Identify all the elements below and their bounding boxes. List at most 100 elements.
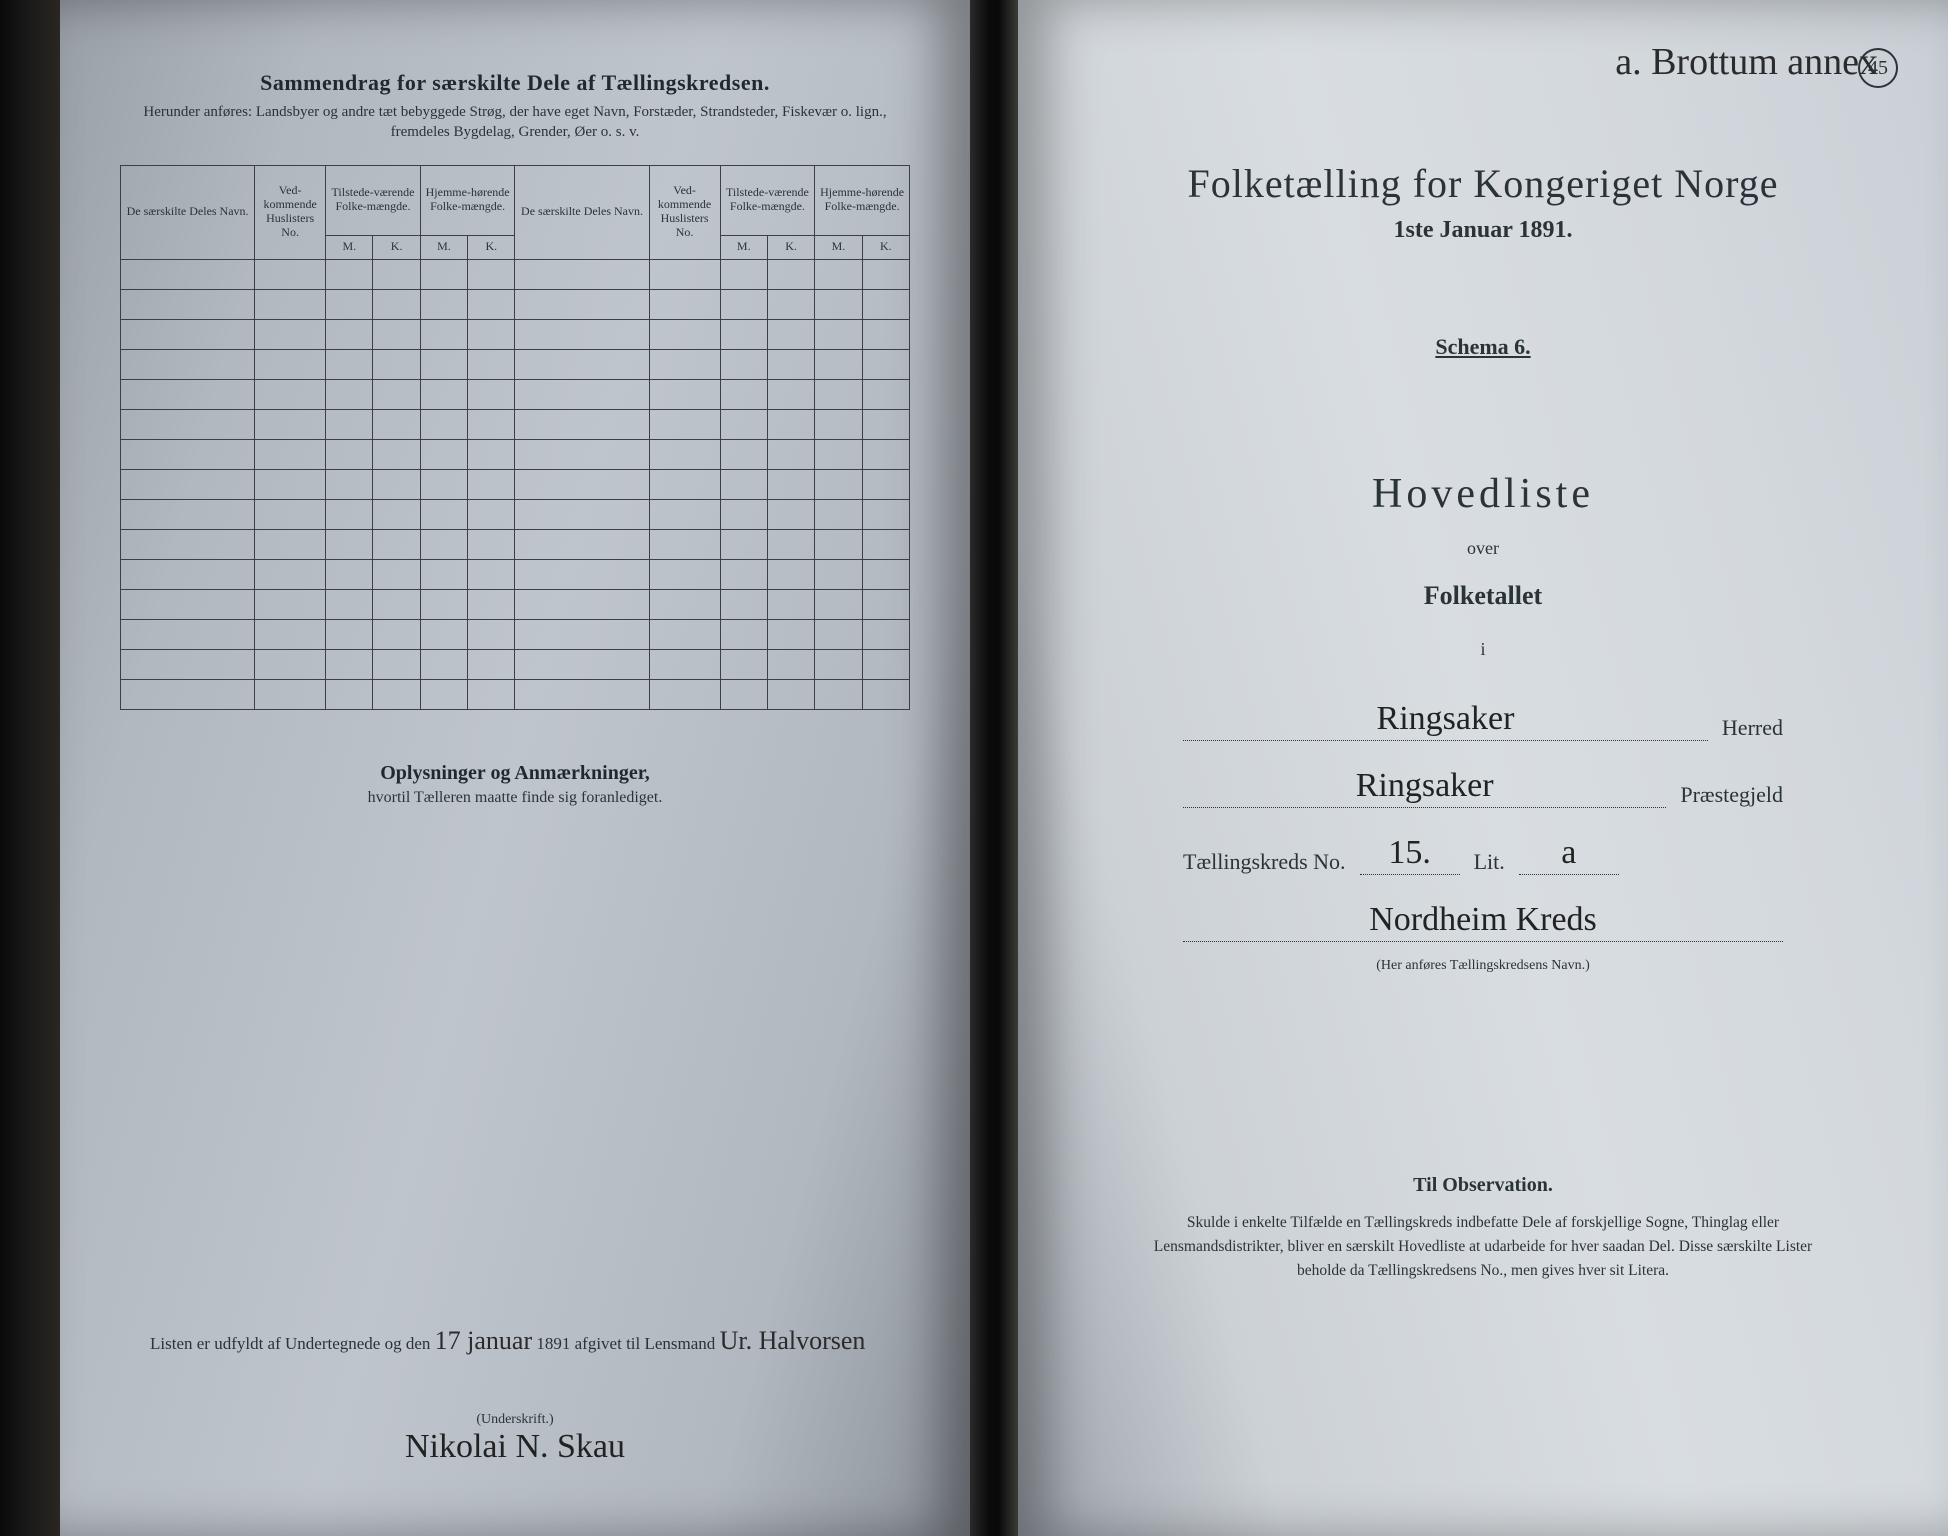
table-cell — [468, 379, 515, 409]
th-deles-navn-1: De særskilte Deles Navn. — [121, 165, 255, 259]
table-cell — [720, 379, 767, 409]
form-lines: Ringsaker Herred Ringsaker Præstegjeld T… — [1183, 700, 1783, 942]
footer-prefix: Listen er udfyldt af Undertegnede og den — [150, 1334, 430, 1353]
table-cell — [767, 589, 814, 619]
table-cell — [720, 529, 767, 559]
table-cell — [121, 319, 255, 349]
i-label: i — [1078, 639, 1888, 660]
table-cell — [420, 319, 467, 349]
table-cell — [255, 589, 326, 619]
table-cell — [468, 289, 515, 319]
table-cell — [373, 619, 420, 649]
table-cell — [862, 499, 909, 529]
table-cell — [326, 409, 373, 439]
table-cell — [420, 529, 467, 559]
th-vedkom-1: Ved-kommende Huslisters No. — [255, 165, 326, 259]
table-cell — [815, 259, 862, 289]
table-cell — [420, 349, 467, 379]
table-cell — [720, 409, 767, 439]
table-cell — [373, 559, 420, 589]
table-cell — [815, 409, 862, 439]
row-herred: Ringsaker Herred — [1183, 700, 1783, 741]
table-cell — [121, 289, 255, 319]
table-cell — [649, 529, 720, 559]
table-cell — [373, 439, 420, 469]
table-cell — [373, 499, 420, 529]
table-cell — [373, 319, 420, 349]
table-cell — [121, 589, 255, 619]
table-cell — [720, 439, 767, 469]
table-cell — [767, 679, 814, 709]
table-cell — [373, 259, 420, 289]
table-cell — [373, 409, 420, 439]
th-k: K. — [468, 235, 515, 259]
underskrift-label: (Underskrift.) — [60, 1412, 970, 1428]
table-cell — [468, 649, 515, 679]
lit-value: a — [1519, 834, 1619, 875]
table-cell — [515, 289, 649, 319]
table-cell — [420, 559, 467, 589]
table-cell — [720, 349, 767, 379]
table-cell — [121, 679, 255, 709]
footer-line: Listen er udfyldt af Undertegnede og den… — [150, 1326, 910, 1356]
table-row — [121, 529, 910, 559]
table-cell — [255, 319, 326, 349]
table-cell — [326, 259, 373, 289]
table-cell — [862, 439, 909, 469]
table-cell — [862, 529, 909, 559]
table-cell — [515, 499, 649, 529]
table-row — [121, 499, 910, 529]
table-row — [121, 469, 910, 499]
table-cell — [326, 589, 373, 619]
th-vedkom-2: Ved-kommende Huslisters No. — [649, 165, 720, 259]
table-cell — [649, 439, 720, 469]
table-cell — [515, 679, 649, 709]
table-cell — [720, 319, 767, 349]
table-cell — [468, 349, 515, 379]
table-cell — [515, 409, 649, 439]
th-deles-navn-2: De særskilte Deles Navn. — [515, 165, 649, 259]
table-cell — [815, 289, 862, 319]
table-cell — [815, 319, 862, 349]
table-cell — [649, 499, 720, 529]
th-k: K. — [373, 235, 420, 259]
table-cell — [815, 469, 862, 499]
table-row — [121, 649, 910, 679]
table-cell — [121, 529, 255, 559]
table-cell — [255, 439, 326, 469]
table-cell — [373, 379, 420, 409]
table-cell — [468, 589, 515, 619]
book-spine — [0, 0, 60, 1536]
table-cell — [420, 469, 467, 499]
handwritten-topnote: a. Brottum annex — [1615, 40, 1878, 84]
table-cell — [720, 649, 767, 679]
table-cell — [326, 289, 373, 319]
table-cell — [255, 679, 326, 709]
observation-body: Skulde i enkelte Tilfælde en Tællingskre… — [1128, 1211, 1838, 1283]
th-tilstede-1: Tilstede-værende Folke-mængde. — [326, 165, 421, 235]
table-cell — [420, 409, 467, 439]
herred-label: Herred — [1722, 715, 1783, 741]
th-hjemme-2: Hjemme-hørende Folke-mængde. — [815, 165, 910, 235]
table-row — [121, 349, 910, 379]
table-cell — [815, 679, 862, 709]
table-cell — [767, 409, 814, 439]
table-cell — [468, 499, 515, 529]
table-cell — [720, 259, 767, 289]
table-cell — [121, 499, 255, 529]
th-tilstede-2: Tilstede-værende Folke-mængde. — [720, 165, 815, 235]
oplys-sub: hvortil Tælleren maatte finde sig foranl… — [120, 789, 910, 807]
main-date: 1ste Januar 1891. — [1078, 217, 1888, 244]
table-cell — [121, 409, 255, 439]
table-cell — [815, 499, 862, 529]
table-cell — [255, 619, 326, 649]
table-cell — [468, 679, 515, 709]
th-m: M. — [420, 235, 467, 259]
taelling-no: 15. — [1360, 834, 1460, 875]
table-cell — [649, 559, 720, 589]
table-cell — [767, 289, 814, 319]
table-cell — [767, 259, 814, 289]
th-k: K. — [767, 235, 814, 259]
table-cell — [420, 439, 467, 469]
table-row — [121, 619, 910, 649]
